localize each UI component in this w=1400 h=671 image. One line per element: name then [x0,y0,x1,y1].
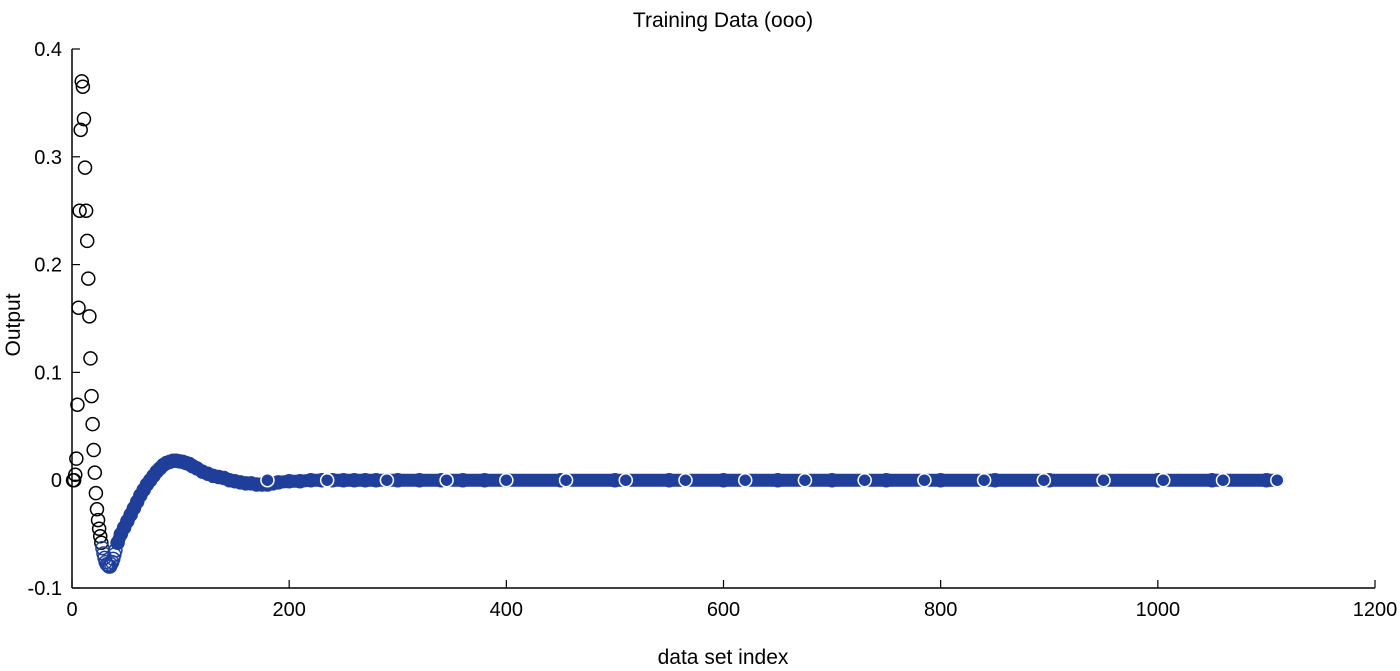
data-point [233,475,248,490]
data-point [182,456,197,472]
data-point [879,472,894,488]
data-point [222,472,237,488]
data-point [412,472,427,488]
x-tick-label: 600 [707,599,740,621]
data-point [70,397,85,412]
data-point [78,203,94,218]
y-tick-label: 0.2 [34,255,62,277]
data-point [227,474,243,489]
data-point [477,472,492,488]
data-point [1215,472,1231,488]
data-point [75,79,91,94]
data-point [260,472,275,488]
y-tick-label: 0.3 [34,147,62,169]
data-point [94,535,109,550]
data-point [238,476,253,491]
data-point [87,465,103,480]
data-point [1156,472,1171,488]
data-point [797,472,813,488]
x-tick-label: 400 [490,599,523,621]
data-point [770,472,786,488]
y-tick-label: 0.1 [34,362,62,384]
data-point [90,512,106,528]
data-point [976,472,992,488]
data-point [91,521,107,536]
data-point [716,472,731,488]
data-point [917,472,932,488]
data-point [85,416,100,432]
data-point [69,451,84,466]
data-point [1270,472,1285,488]
data-point [558,472,574,488]
data-point [379,472,395,488]
data-point [73,122,88,138]
data-point [292,474,308,489]
data-point [74,74,90,89]
data-point [82,309,97,324]
data-point [618,472,634,488]
y-tick-label: 0 [51,470,62,492]
data-point [1036,472,1052,488]
data-point [205,468,221,484]
data-point [66,472,82,488]
data-point [933,472,948,488]
data-point [88,485,104,501]
data-point [303,472,319,488]
data-point [211,469,226,485]
data-point [737,472,753,488]
data-point [1096,472,1111,488]
x-tick-label: 200 [272,599,305,621]
x-tick-label: 1200 [1353,599,1398,621]
data-point [439,472,454,488]
data-point [84,388,99,404]
x-tick-label: 1000 [1136,599,1181,621]
data-point [77,160,93,175]
data-point [281,474,297,489]
data-point [243,476,259,491]
data-point [347,472,362,488]
data-point [678,472,693,488]
chart-title: Training Data (ooo) [633,9,813,32]
x-tick-label: 800 [924,599,957,621]
data-point [824,472,840,488]
data-point [68,467,83,483]
data-point [319,472,335,488]
data-point [86,442,101,458]
x-axis-label: data set index [658,646,789,669]
data-point [89,502,105,517]
data-point [661,472,677,488]
data-point [857,472,872,488]
x-tick-label: 0 [66,599,77,621]
data-point [83,351,98,366]
data-point [455,472,471,488]
ticks: 0 200 400 600 800 1000 1200-0.100.10.20.30.4 [28,39,1398,621]
data-point [155,457,171,473]
data-markers [65,74,1285,574]
y-axis-label: Output [2,293,25,356]
data-point [357,472,373,488]
data-point [76,111,92,127]
data-point [72,203,87,218]
data-point [81,271,96,286]
data-point [79,233,95,249]
y-tick-label: 0.4 [34,39,62,61]
data-point [336,472,351,488]
data-point [499,472,514,488]
data-point [108,543,123,558]
y-tick-label: -0.1 [28,578,62,600]
